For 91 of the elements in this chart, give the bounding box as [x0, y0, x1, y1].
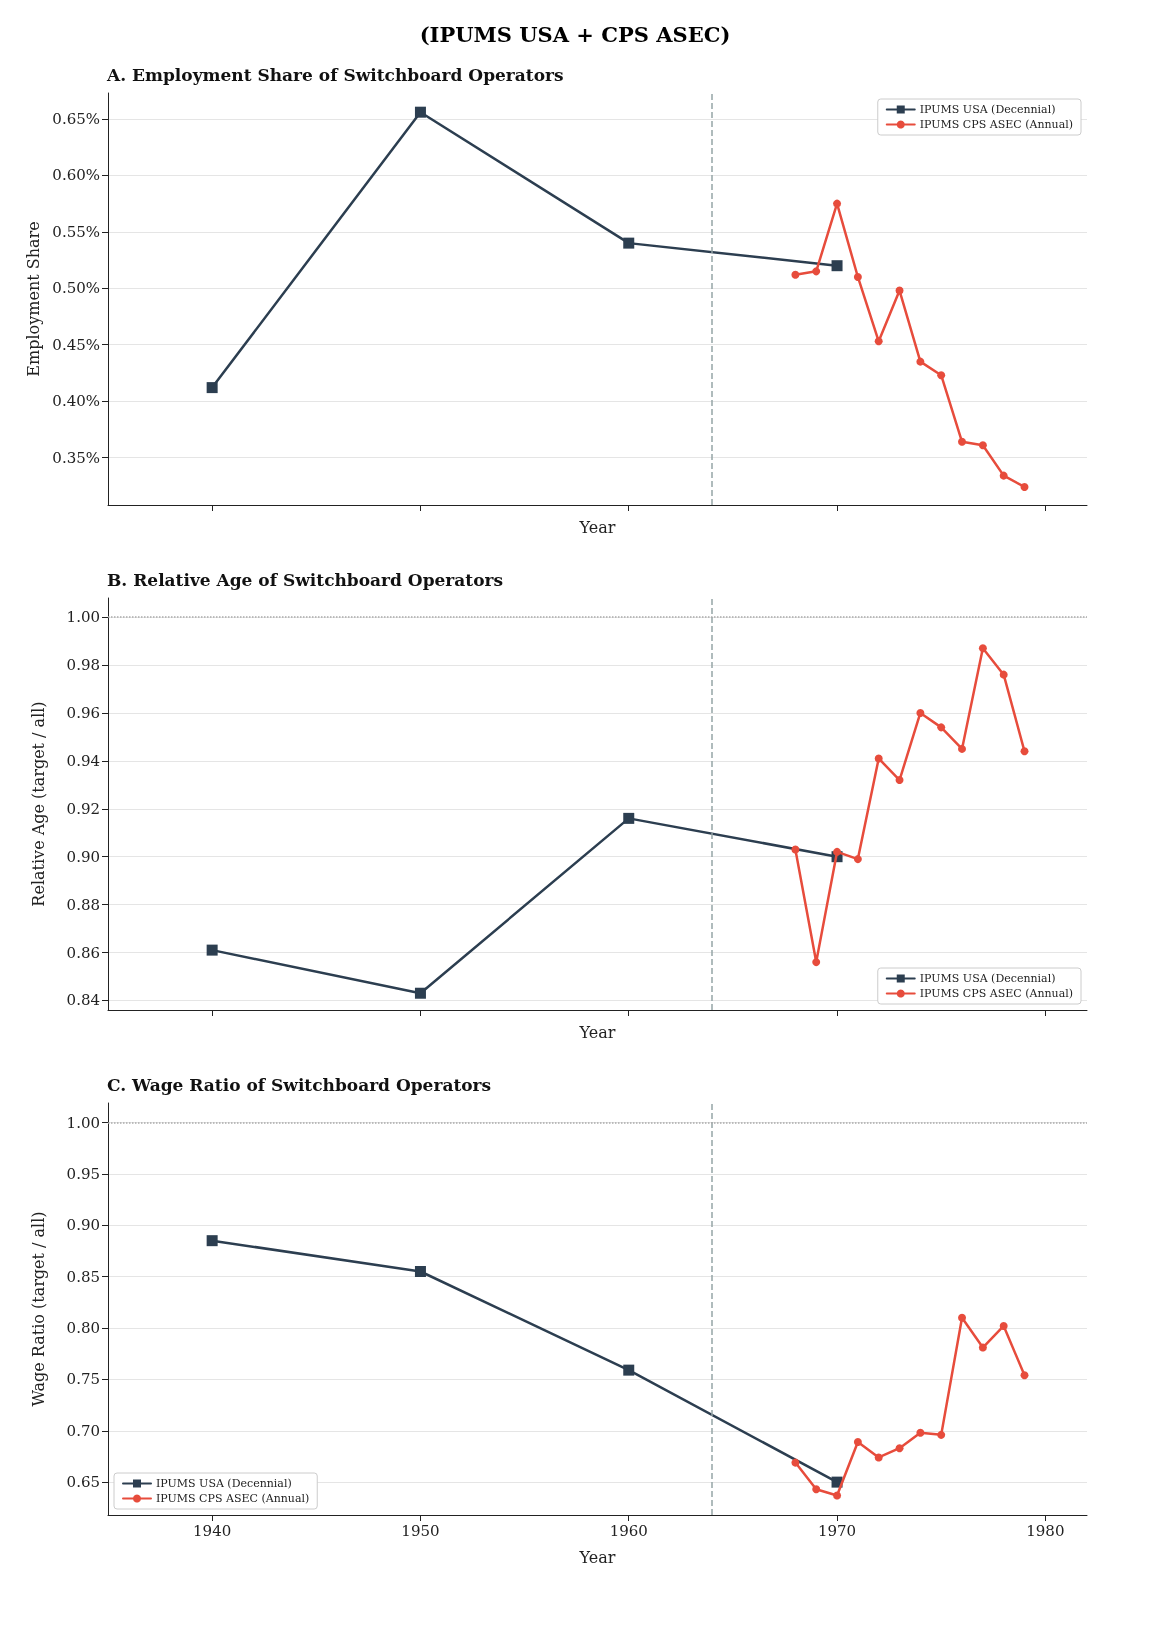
x-axis-title: Year [578, 1547, 616, 1567]
point [833, 1491, 842, 1500]
y-axis-title: Wage Ratio (target / all) [28, 1211, 48, 1407]
x-axis-title: Year [578, 517, 616, 537]
point [206, 944, 218, 956]
point [791, 845, 800, 854]
legend-label: IPUMS USA (Decennial) [156, 1477, 292, 1490]
legend-label: IPUMS CPS ASEC (Annual) [156, 1492, 310, 1505]
point [414, 987, 426, 999]
y-tick-label: 1.00 [66, 1113, 100, 1132]
point [853, 272, 862, 281]
point [833, 847, 842, 856]
x-tick-label: 1980 [1026, 1521, 1065, 1540]
x-tick-label: 1940 [193, 1521, 232, 1540]
y-tick-label: 0.65 [66, 1473, 100, 1492]
y-tick-label: 0.88 [66, 895, 100, 914]
y-tick-label: 0.50% [52, 279, 100, 298]
y-tick-label: 0.80 [66, 1319, 100, 1338]
point [853, 855, 862, 864]
point [916, 1428, 925, 1437]
point [206, 1235, 218, 1247]
point [833, 199, 842, 208]
point [831, 260, 843, 272]
y-tick-label: 0.90 [66, 1216, 100, 1235]
y-tick-label: 0.92 [66, 799, 100, 818]
point [978, 644, 987, 653]
chart-title: B. Relative Age of Switchboard Operators [107, 569, 504, 590]
point [812, 958, 821, 967]
point [895, 1444, 904, 1453]
point [874, 1453, 883, 1462]
point [874, 337, 883, 346]
x-axis-title: Year [578, 1022, 616, 1042]
point [874, 754, 883, 763]
x-tick-label: 1970 [817, 1521, 857, 1540]
point [414, 1266, 426, 1277]
point [999, 1321, 1008, 1330]
point [812, 267, 821, 276]
point [958, 437, 967, 446]
y-tick-label: 0.55% [52, 222, 100, 241]
x-tick-label: 1960 [609, 1521, 648, 1540]
y-tick-label: 0.95 [66, 1164, 100, 1183]
y-axis-title: Relative Age (target / all) [28, 701, 48, 907]
y-tick-label: 0.60% [52, 166, 100, 185]
y-axis-title: Employment Share [23, 221, 43, 377]
point [206, 382, 218, 394]
y-tick-label: 0.70 [66, 1421, 100, 1440]
point [1020, 482, 1029, 491]
point [916, 708, 925, 717]
point [937, 371, 946, 380]
y-tick-label: 0.94 [66, 751, 100, 770]
point [937, 723, 946, 732]
y-tick-label: 0.86 [66, 943, 100, 962]
y-tick-label: 0.84 [66, 991, 100, 1010]
point [623, 1364, 635, 1376]
y-tick-label: 0.98 [66, 656, 100, 675]
point [895, 286, 904, 295]
y-tick-label: 0.35% [52, 448, 100, 467]
point [978, 441, 987, 450]
y-tick-label: 0.75 [66, 1370, 100, 1389]
point [853, 1438, 862, 1447]
point [791, 1458, 800, 1467]
text: (IPUMS USA + CPS ASEC) [418, 21, 732, 49]
point [791, 270, 800, 279]
point [978, 1343, 987, 1352]
point [623, 812, 635, 824]
y-tick-label: 0.96 [66, 703, 100, 722]
point [895, 776, 904, 785]
y-tick-label: 0.90 [66, 847, 100, 866]
y-tick-label: 0.85 [66, 1267, 100, 1286]
point [958, 744, 967, 753]
point [812, 1485, 821, 1494]
point [958, 1313, 967, 1322]
chart-title: C. Wage Ratio of Switchboard Operators [107, 1074, 492, 1095]
point [414, 106, 426, 118]
point [937, 1430, 946, 1439]
point [916, 357, 925, 366]
point [999, 670, 1008, 679]
point [999, 471, 1008, 480]
y-tick-label: 0.40% [52, 392, 100, 411]
legend-label: IPUMS CPS ASEC (Annual) [919, 118, 1073, 131]
chart-title: A. Employment Share of Switchboard Operators [106, 64, 564, 85]
x-tick-label: 1950 [401, 1521, 440, 1540]
y-tick-label: 1.00 [66, 608, 100, 627]
y-tick-label: 0.45% [52, 335, 100, 354]
point [623, 237, 635, 249]
legend-label: IPUMS USA (Decennial) [919, 972, 1056, 985]
point [1020, 747, 1029, 756]
y-tick-label: 0.65% [52, 109, 100, 128]
legend-label: IPUMS USA (Decennial) [919, 103, 1056, 116]
point [1020, 1371, 1029, 1380]
legend-label: IPUMS CPS ASEC (Annual) [919, 987, 1073, 1000]
